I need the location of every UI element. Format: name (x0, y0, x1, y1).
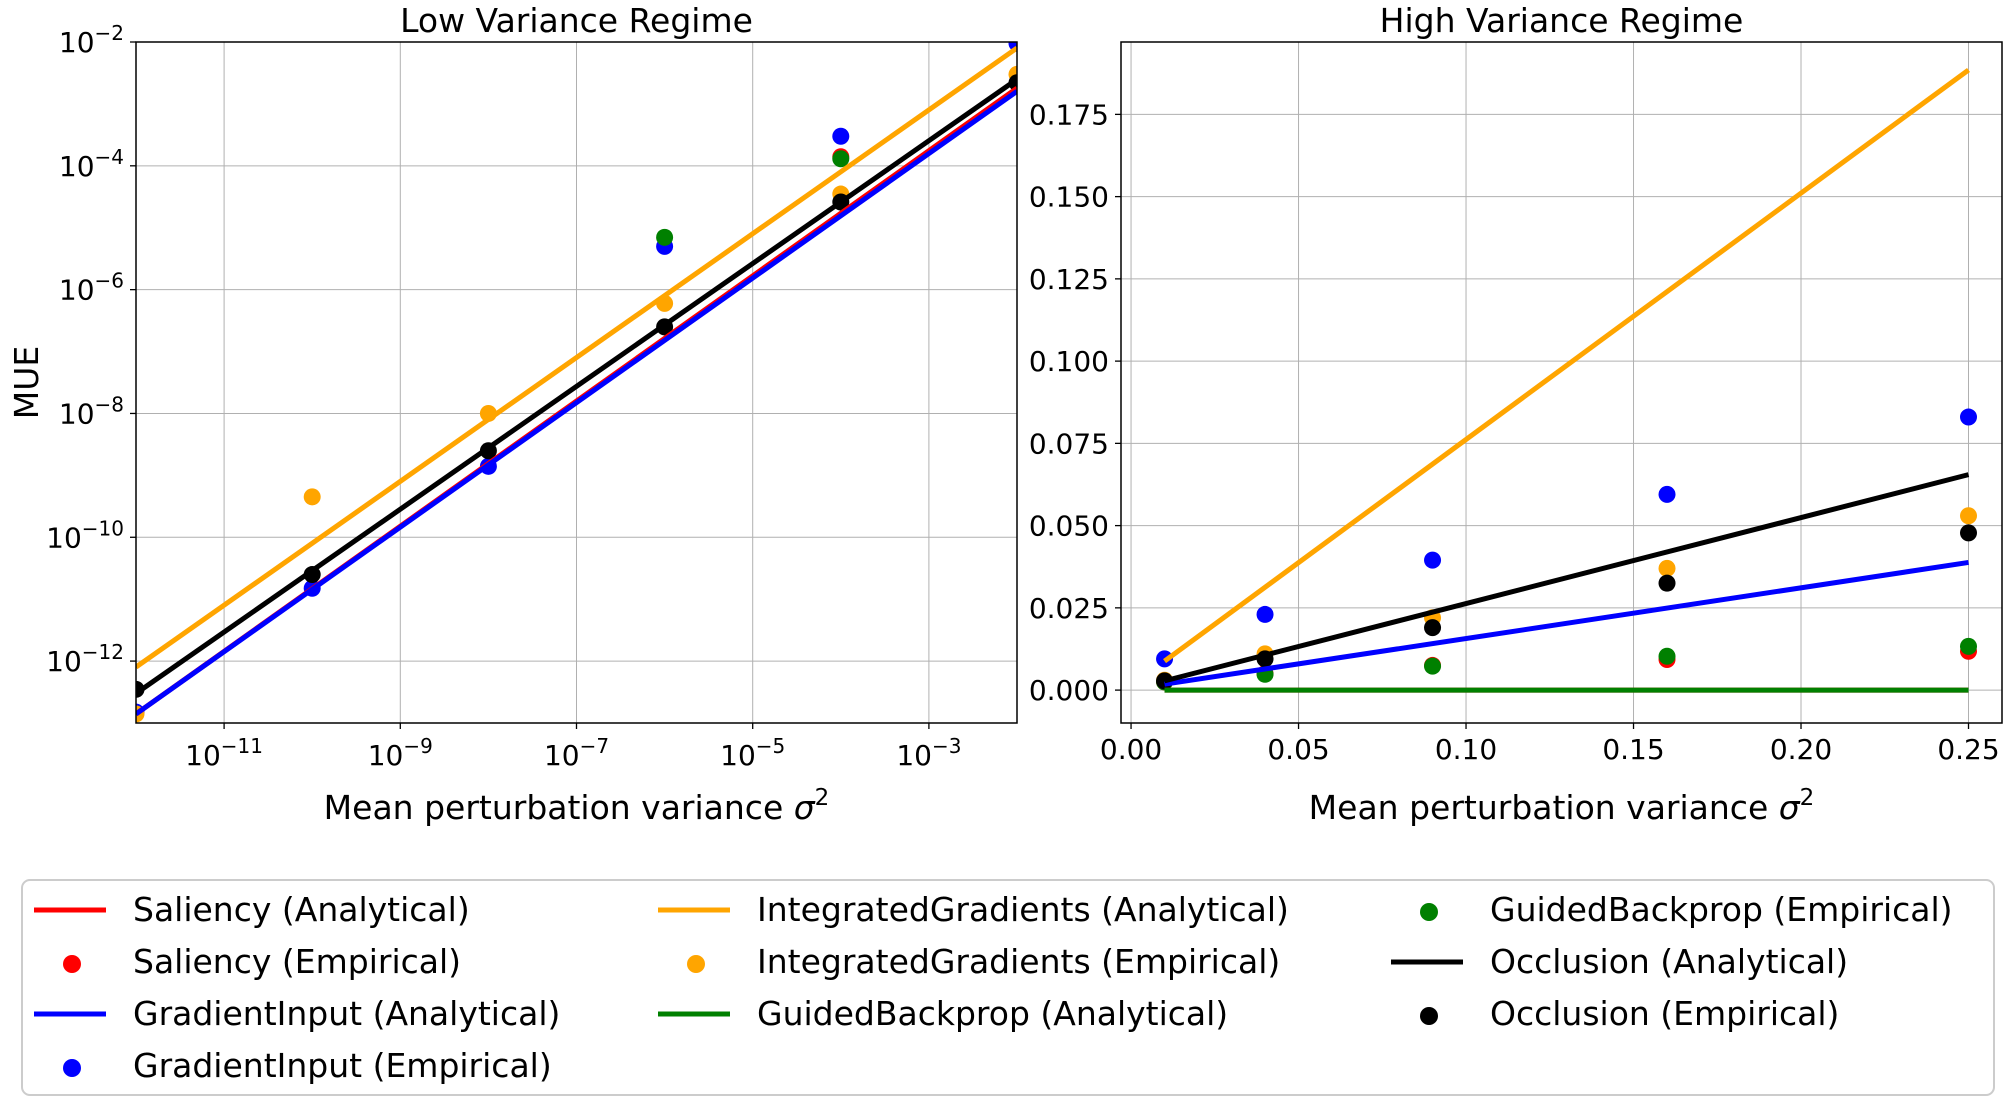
legend-dot-saliency-empirical (63, 955, 81, 973)
tick-exponent: −6 (95, 269, 124, 293)
low-data (136, 42, 1017, 723)
legend: Saliency (Analytical) Saliency (Empirical… (21, 879, 1995, 1096)
low-x-axis-label: Mean perturbation variance σ2 (324, 785, 830, 827)
squared-superscript: 2 (815, 785, 830, 811)
high-point-guidedbackprop-empirical (1424, 657, 1442, 675)
high-x-axis-label: Mean perturbation variance σ2 (1309, 785, 1815, 827)
high-axes-frame (1120, 41, 2003, 724)
high-x-tick-label: 0.10 (1435, 733, 1497, 766)
high-point-occlusion-empirical (1658, 574, 1676, 592)
low-x-tick-label: 10−7 (544, 734, 609, 772)
legend-label-saliency-empirical: Saliency (Empirical) (133, 942, 461, 981)
high-y-tick-label: 0.000 (1029, 674, 1109, 707)
high-point-guidedbackprop-empirical (1658, 647, 1676, 665)
sigma-symbol: σ (794, 788, 816, 827)
high-point-integratedgradients-empirical (1960, 507, 1978, 525)
low-line-integratedgradients-analytical (136, 45, 1017, 670)
tick-exponent: −7 (580, 734, 609, 758)
legend-label-integratedgradients-analytical: IntegratedGradients (Analytical) (757, 890, 1289, 929)
high-x-tick-label: 0.20 (1770, 733, 1832, 766)
squared-superscript: 2 (1800, 785, 1815, 811)
high-y-tick-label: 0.125 (1029, 263, 1109, 296)
high-x-tick-label: 0.15 (1602, 733, 1664, 766)
high-y-tick-label: 0.150 (1029, 181, 1109, 214)
tick-exponent: −5 (756, 734, 785, 758)
high-point-gradientinput-empirical (1658, 485, 1676, 503)
legend-frame (21, 879, 1995, 1096)
low-grid (136, 41, 1017, 723)
legend-dot-occlusion-empirical (1420, 1007, 1438, 1025)
tick-exponent: −12 (82, 640, 124, 664)
tick-exponent: −8 (95, 392, 124, 416)
tick-exponent: −4 (95, 145, 124, 169)
legend-dot-guidedbackprop-empirical (1420, 903, 1438, 921)
tick-exponent: −3 (932, 734, 961, 758)
low-point-gradientinput-empirical (832, 127, 850, 145)
low-y-axis-label: MUE (7, 346, 46, 419)
legend-label-guidedbackprop-empirical: GuidedBackprop (Empirical) (1490, 890, 1953, 929)
high-point-gradientinput-empirical (1424, 551, 1442, 569)
low-chart-title: Low Variance Regime (400, 1, 753, 40)
high-variance-panel: 0.00 0.05 0.10 0.15 0.20 0.25 0.000 0.025 0.050 0… (1029, 1, 2003, 827)
tick-exponent: −11 (221, 734, 263, 758)
low-y-tick-label: 10−2 (59, 21, 124, 59)
legend-label-guidedbackprop-analytical: GuidedBackprop (Analytical) (757, 994, 1228, 1033)
high-point-integratedgradients-empirical (1658, 559, 1676, 577)
tick-exponent: −10 (82, 516, 124, 540)
legend-dot-gradientinput-empirical (63, 1059, 81, 1077)
legend-label-gradientinput-empirical: GradientInput (Empirical) (133, 1046, 552, 1085)
high-chart-title: High Variance Regime (1380, 1, 1744, 40)
high-point-gradientinput-empirical (1960, 408, 1978, 426)
legend-dot-integratedgradients-empirical (687, 955, 705, 973)
high-line-integratedgradients-analytical (1163, 67, 1970, 664)
high-y-tick-label: 0.075 (1029, 427, 1109, 460)
high-y-tick-label: 0.025 (1029, 592, 1109, 625)
high-x-tick-label: 0.25 (1937, 733, 1999, 766)
legend-label-occlusion-analytical: Occlusion (Analytical) (1490, 942, 1848, 981)
legend-label-integratedgradients-empirical: IntegratedGradients (Empirical) (757, 942, 1280, 981)
low-point-guidedbackprop-empirical (832, 150, 850, 168)
legend-label-saliency-analytical: Saliency (Analytical) (133, 890, 470, 929)
low-point-integratedgradients-empirical (303, 488, 321, 506)
low-axes-frame (135, 41, 1018, 724)
high-point-gradientinput-empirical (1256, 605, 1274, 623)
legend-label-occlusion-empirical: Occlusion (Empirical) (1490, 994, 1839, 1033)
low-line-occlusion-analytical (136, 77, 1017, 696)
tick-exponent: −2 (95, 21, 124, 45)
high-y-tick-label: 0.050 (1029, 510, 1109, 543)
high-y-tick-label: 0.100 (1029, 345, 1109, 378)
sigma-symbol: σ (1779, 788, 1801, 827)
high-point-occlusion-empirical (1960, 524, 1978, 542)
high-data (1156, 67, 1978, 693)
high-ticks: 0.00 0.05 0.10 0.15 0.20 0.25 0.000 0.025 0.050 0… (1029, 98, 2000, 766)
high-line-occlusion-analytical (1163, 472, 1970, 684)
low-point-guidedbackprop-empirical (656, 228, 674, 246)
high-x-tick-label: 0.00 (1100, 733, 1162, 766)
high-line-gradientinput-analytical (1164, 559, 1969, 687)
high-point-guidedbackprop-empirical (1960, 637, 1978, 655)
high-point-occlusion-empirical (1424, 619, 1442, 637)
low-line-gradientinput-analytical (136, 89, 1017, 716)
high-y-tick-label: 0.175 (1029, 98, 1109, 131)
high-x-tick-label: 0.05 (1267, 733, 1329, 766)
legend-label-gradientinput-analytical: GradientInput (Analytical) (133, 994, 560, 1033)
tick-exponent: −9 (403, 734, 432, 758)
